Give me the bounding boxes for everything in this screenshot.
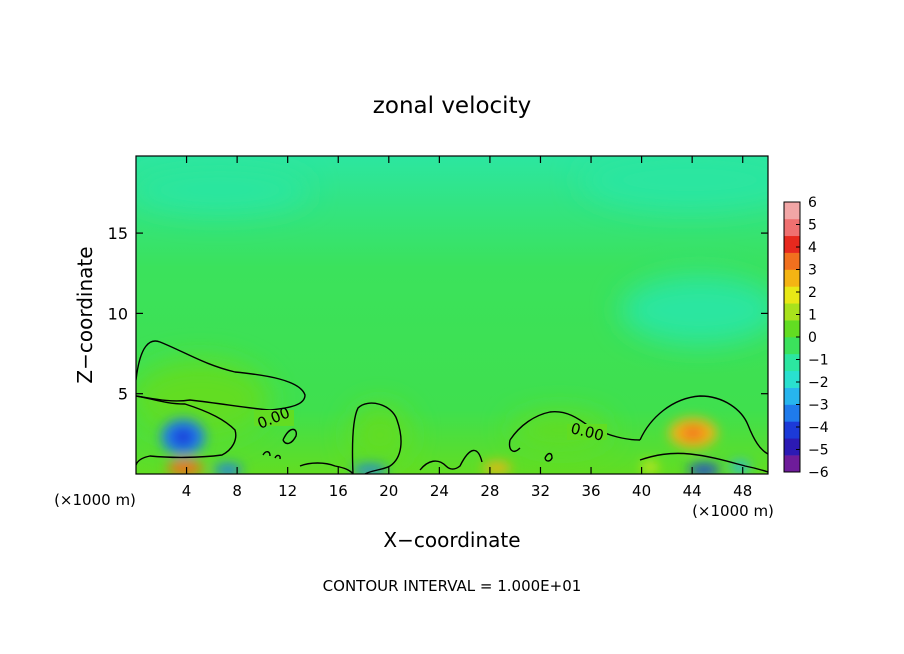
contour-labels: 0.00 0.00: [254, 403, 607, 445]
colorbar-tick-label: 2: [808, 285, 817, 301]
contour-interval-text: CONTOUR INTERVAL = 1.000E+01: [323, 577, 582, 595]
colorbar-tick-label: −1: [808, 353, 829, 369]
colorbar-tick-label: −3: [808, 398, 829, 414]
colorbar-segment: [784, 202, 800, 220]
colorbar-segment: [784, 438, 800, 456]
colorbar: [783, 201, 801, 473]
colorbar-tick-label: −2: [808, 375, 829, 391]
x-tick-label: 28: [480, 482, 499, 500]
y-tick-label: 5: [118, 385, 128, 404]
colorbar-segment: [784, 235, 800, 253]
feature-pos-surface-41: [642, 462, 658, 472]
colorbar-segment: [784, 218, 800, 237]
contour-loop-32: [544, 452, 553, 462]
y-tick-label: 10: [108, 304, 128, 323]
colorbar-segment: [784, 286, 800, 304]
region-upper-left: [136, 168, 310, 212]
colorbar-tick-label: 3: [808, 263, 817, 279]
contour-right-upper: [509, 411, 641, 441]
colorbar-segment: [784, 421, 800, 439]
contour-right-hook: [508, 439, 521, 452]
region-left-low: [136, 360, 270, 440]
contour-surface-24: [419, 449, 483, 471]
contour-loop-12: [282, 428, 297, 445]
colorbar-tick-label: 0: [808, 330, 817, 346]
y-axis-ticks: 5 10 15: [108, 224, 768, 404]
x-tick-label: 16: [329, 482, 348, 500]
colorbar-segment: [784, 320, 800, 338]
feature-neg-right-surface: [688, 464, 720, 474]
colorbar-segment: [784, 404, 800, 422]
y-tick-label: 15: [108, 224, 128, 243]
contour-left-lower: [136, 395, 237, 466]
contour-label-bg-2: [567, 424, 607, 440]
x-tick-label: 36: [581, 482, 600, 500]
contour-loop-10: [262, 451, 271, 457]
x-tick-label: 44: [683, 482, 702, 500]
x-tick-label: 32: [531, 482, 550, 500]
x-axis-ticks: 4 8 12 16 20 24 28 32 36 40 44 48: [182, 156, 752, 500]
colorbar-segment: [784, 337, 800, 355]
contour-right-dome: [639, 395, 768, 455]
x-tick-label: 8: [232, 482, 242, 500]
colorbar-segment: [784, 455, 800, 473]
colorbar-segment: [784, 269, 800, 287]
colorbar-segment: [784, 353, 800, 372]
x-tick-label: 12: [278, 482, 297, 500]
x-tick-label: 4: [182, 482, 192, 500]
contour-right-lower: [639, 452, 768, 473]
feature-pos-left-surface: [167, 460, 203, 474]
colorbar-tick-label: 6: [808, 195, 817, 211]
colorbar-segment: [784, 252, 800, 270]
colorbar-tick-label: 5: [808, 218, 817, 234]
contour-left-upper: [136, 340, 306, 411]
colorbar-tick-label: −6: [808, 465, 829, 481]
chart-title: zonal velocity: [373, 93, 531, 119]
region-upper-right: [580, 156, 768, 210]
x-unit-left: (×1000 m): [54, 491, 136, 509]
zero-contours: [136, 340, 768, 474]
contour-loop-11: [274, 454, 281, 460]
colorbar-segment: [784, 370, 800, 388]
y-axis-label: Z−coordinate: [73, 246, 97, 383]
feature-neg-surface-8: [214, 464, 242, 474]
colorbar-segment: [784, 387, 800, 405]
contour-center: [351, 402, 402, 474]
colorbar-tick-label: 4: [808, 240, 817, 256]
feature-neg-surface-18: [352, 465, 388, 474]
x-tick-label: 20: [379, 482, 398, 500]
x-tick-label: 24: [430, 482, 449, 500]
feature-pos-right-core: [681, 426, 705, 440]
colorbar-ticks: 6 5 4 3 2 1 0 −1 −2 −3 −4 −5 −6: [796, 195, 829, 481]
contour-label-bg-1: [254, 410, 294, 426]
colorbar-tick-label: −5: [808, 443, 829, 459]
contour-surface-14: [299, 462, 354, 474]
region-right-mid: [620, 275, 768, 345]
colorbar-tick-label: 1: [808, 308, 817, 324]
feature-neg-left-core: [172, 428, 194, 446]
colorbar-segment: [784, 303, 800, 321]
plot-frame: [135, 155, 769, 475]
region-center-low: [350, 405, 410, 465]
heatmap-field: 0.00 0.00: [136, 156, 768, 474]
x-tick-label: 40: [632, 482, 651, 500]
x-axis-label: X−coordinate: [383, 528, 520, 552]
feature-pos-surface-28: [483, 462, 511, 474]
x-unit-right: (×1000 m): [692, 502, 774, 520]
field-features: [161, 418, 750, 474]
colorbar-tick-label: −4: [808, 420, 829, 436]
x-tick-label: 48: [733, 482, 752, 500]
